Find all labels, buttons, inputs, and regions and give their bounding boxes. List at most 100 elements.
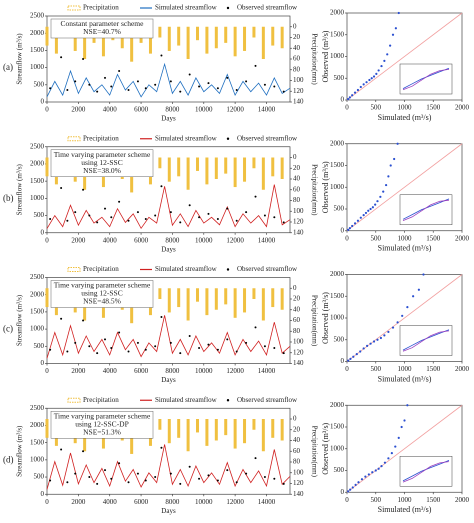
precip-bar	[214, 419, 218, 441]
observed-point	[226, 469, 229, 472]
x-tick-label: 2000	[455, 496, 470, 504]
precip-bar	[177, 157, 181, 177]
annotation-box	[50, 18, 154, 39]
panel-label: (b)	[3, 193, 14, 203]
qq-point	[386, 53, 389, 56]
observed-point	[82, 450, 85, 453]
observed-point	[66, 481, 69, 484]
simulated-line	[46, 315, 291, 359]
precip-bar	[54, 26, 58, 54]
qq-point	[400, 425, 403, 429]
observed-point	[226, 207, 229, 210]
x-tick-label: 14000	[258, 367, 276, 375]
x-tick-label: 500	[371, 234, 382, 242]
qq-point	[387, 175, 390, 178]
qq-point	[359, 85, 362, 89]
y-tick-label: 0	[41, 98, 45, 106]
precip-bar	[271, 288, 275, 308]
observed-point	[282, 221, 285, 224]
observed-point	[144, 348, 147, 351]
precip-bar	[252, 26, 256, 38]
qq-point	[352, 355, 355, 358]
qq-point	[357, 481, 360, 484]
qq-point	[347, 490, 350, 493]
simulated-line	[46, 184, 291, 230]
qq-point	[364, 211, 368, 215]
observed-point	[216, 348, 219, 351]
y2-tick-label: 40	[293, 436, 301, 444]
x-tick-label: 1500	[426, 104, 441, 112]
precip-bar	[158, 288, 162, 299]
observed-point	[263, 345, 266, 348]
y2-tick-label: 80	[293, 327, 301, 335]
x-tick-label: 0	[45, 106, 49, 114]
observed-point	[96, 482, 99, 485]
observed-point	[273, 216, 276, 219]
inset-line	[402, 199, 450, 221]
inset-frame	[399, 456, 453, 487]
x-axis-label: Simulated (m³/s)	[378, 113, 432, 122]
x-tick-label: 6000	[134, 498, 149, 506]
reference-line	[346, 274, 463, 362]
observed-point	[60, 56, 63, 59]
observed-point	[254, 64, 257, 67]
observed-point	[154, 476, 157, 479]
qq-point	[385, 183, 388, 187]
observed-point	[160, 54, 163, 57]
precip-bar	[224, 288, 228, 305]
qq-point	[397, 11, 400, 15]
legend-swatch	[67, 5, 81, 11]
observed-point	[198, 85, 201, 88]
observed-point	[169, 80, 172, 83]
inset-line	[402, 330, 450, 352]
observed-point	[82, 188, 85, 191]
precip-bar	[177, 26, 181, 46]
legend-label: Observed streamflow	[237, 265, 298, 273]
y-tick-label: 2000	[30, 290, 45, 298]
y-tick-label: 2500	[30, 404, 45, 412]
y2-tick-label: 40	[293, 175, 301, 183]
y-tick-label: 1000	[30, 63, 45, 71]
observed-point	[263, 214, 266, 217]
observed-point	[198, 477, 201, 480]
y-axis-label: Streamflow (m³/s)	[16, 163, 24, 215]
observed-point	[60, 187, 63, 190]
x-tick-label: 500	[371, 496, 382, 504]
precip-bar	[252, 419, 256, 430]
observed-point	[207, 82, 210, 85]
y2-tick-label: 0	[293, 415, 297, 423]
qq-point	[367, 473, 370, 476]
observed-point	[154, 83, 157, 86]
precip-bar	[158, 419, 162, 430]
qq-point	[406, 306, 409, 309]
annotation: using 12-SSC-DP	[75, 419, 129, 428]
y-axis-label: Observed (m³/s)	[321, 292, 330, 344]
qq-point	[359, 350, 362, 353]
observed-point	[82, 319, 85, 322]
qq-point	[377, 467, 380, 470]
precip-bar	[148, 26, 152, 54]
observed-point	[96, 352, 99, 355]
qq-point	[353, 222, 357, 225]
reference-line	[346, 143, 463, 232]
observed-point	[110, 477, 113, 480]
qq-point	[394, 27, 397, 30]
precip-bar	[45, 288, 49, 308]
precip-bar	[271, 26, 275, 46]
observed-point	[198, 216, 201, 219]
precip-bar	[196, 157, 200, 171]
y-tick-label: 2000	[30, 160, 45, 168]
y2-tick-label: 40	[293, 44, 301, 52]
observed-point	[216, 87, 219, 90]
annotation: Time varying parameter scheme	[54, 411, 151, 420]
observed-point	[198, 347, 201, 350]
qq-point	[351, 94, 354, 97]
observed-point	[88, 214, 91, 217]
precip-bar	[196, 419, 200, 433]
x-tick-label: 0	[345, 365, 349, 373]
observed-point	[88, 345, 91, 348]
simulated-line	[46, 62, 291, 98]
y2-tick-label: 0	[293, 284, 297, 292]
y-tick-label: 1500	[330, 292, 345, 300]
observed-point	[104, 469, 107, 472]
